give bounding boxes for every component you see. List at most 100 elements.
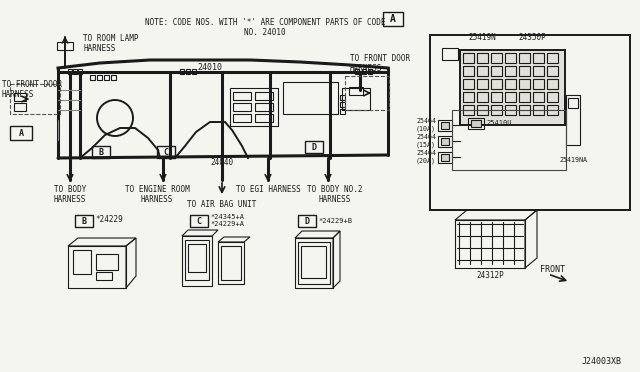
Bar <box>491 66 502 76</box>
Bar <box>438 152 452 163</box>
Bar <box>14 103 26 111</box>
Bar <box>491 105 502 115</box>
Bar <box>104 75 109 80</box>
Text: *24229+A: *24229+A <box>210 221 244 227</box>
Text: 25419N: 25419N <box>468 32 496 42</box>
Text: 25419NA: 25419NA <box>559 157 587 163</box>
Bar <box>368 69 372 74</box>
Bar <box>96 254 118 270</box>
Bar <box>491 53 502 63</box>
Text: TO EGI HARNESS: TO EGI HARNESS <box>236 185 300 194</box>
Bar <box>301 246 326 278</box>
Bar <box>468 118 484 129</box>
Bar <box>305 141 323 153</box>
Bar <box>92 146 110 158</box>
Text: 25410U: 25410U <box>486 120 511 126</box>
Bar <box>463 92 474 102</box>
Text: C: C <box>163 148 168 157</box>
Bar <box>68 246 126 288</box>
Bar <box>233 114 251 122</box>
Bar <box>255 114 273 122</box>
Bar <box>547 105 558 115</box>
Text: TO ENGINE ROOM
HARNESS: TO ENGINE ROOM HARNESS <box>125 185 189 204</box>
Bar <box>460 50 565 125</box>
Bar <box>533 53 544 63</box>
Bar <box>463 79 474 89</box>
Bar <box>295 238 333 288</box>
Bar <box>452 110 566 170</box>
Bar <box>505 53 516 63</box>
Bar <box>533 105 544 115</box>
Bar <box>14 93 26 101</box>
Bar <box>78 69 82 74</box>
Bar <box>233 92 251 100</box>
Bar <box>97 75 102 80</box>
Bar <box>355 69 359 74</box>
Bar <box>233 103 251 111</box>
Bar <box>463 66 474 76</box>
Bar <box>505 105 516 115</box>
Bar <box>57 42 73 50</box>
Text: 25464
(15A): 25464 (15A) <box>416 134 436 148</box>
Bar <box>519 53 530 63</box>
Bar <box>340 95 345 100</box>
Bar <box>477 53 488 63</box>
Bar <box>221 246 241 280</box>
Bar <box>255 92 273 100</box>
Bar <box>533 79 544 89</box>
Bar <box>255 103 273 111</box>
Text: A: A <box>390 14 396 24</box>
Text: 24040: 24040 <box>211 157 234 167</box>
Bar <box>383 12 403 26</box>
Text: B: B <box>81 217 86 225</box>
Bar <box>345 76 389 110</box>
Text: A: A <box>19 128 24 138</box>
Text: *24229+B: *24229+B <box>318 218 352 224</box>
Bar <box>505 92 516 102</box>
Bar <box>186 69 190 74</box>
Bar <box>340 102 345 107</box>
Text: NOTE: CODE NOS. WITH '*' ARE COMPONENT PARTS OF CODE
NO. 24010: NOTE: CODE NOS. WITH '*' ARE COMPONENT P… <box>145 18 385 38</box>
Text: TO FRONT DOOR
HARNESS: TO FRONT DOOR HARNESS <box>2 80 62 99</box>
Bar <box>442 48 458 60</box>
Bar <box>342 88 370 110</box>
Bar <box>362 69 366 74</box>
Bar <box>438 120 452 131</box>
Text: 25464
(10A): 25464 (10A) <box>416 118 436 132</box>
Bar <box>185 240 209 280</box>
Bar <box>477 92 488 102</box>
Bar <box>505 79 516 89</box>
Bar <box>188 244 206 272</box>
Text: *24229: *24229 <box>95 215 123 224</box>
Bar <box>73 250 91 274</box>
Bar <box>75 215 93 227</box>
Bar <box>157 146 175 158</box>
Bar <box>547 92 558 102</box>
Bar <box>471 120 481 127</box>
Bar <box>96 272 112 280</box>
Bar <box>90 75 95 80</box>
Bar <box>533 66 544 76</box>
Bar <box>441 154 449 161</box>
Bar <box>505 66 516 76</box>
Bar <box>192 69 196 74</box>
Bar <box>519 66 530 76</box>
Bar <box>111 75 116 80</box>
Bar <box>218 242 244 284</box>
Bar <box>519 105 530 115</box>
Bar <box>182 236 212 286</box>
Bar <box>73 69 77 74</box>
Text: FRONT: FRONT <box>540 266 565 275</box>
Bar <box>491 92 502 102</box>
Bar <box>441 138 449 145</box>
Text: D: D <box>305 217 310 225</box>
Bar <box>430 35 630 210</box>
Bar <box>10 84 60 114</box>
Text: TO BODY
HARNESS: TO BODY HARNESS <box>54 185 86 204</box>
Bar <box>349 87 363 95</box>
Bar <box>566 95 580 145</box>
Text: J24003XB: J24003XB <box>582 357 622 366</box>
Text: B: B <box>99 148 104 157</box>
Bar <box>438 136 452 147</box>
Bar <box>463 53 474 63</box>
